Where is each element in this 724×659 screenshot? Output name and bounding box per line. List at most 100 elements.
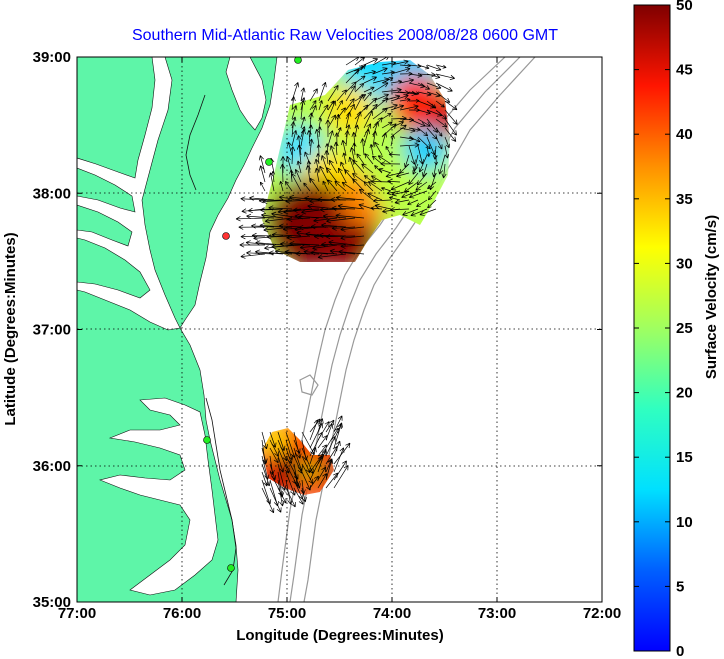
velocity-arrow [268, 172, 275, 192]
velocity-arrow [390, 181, 410, 191]
velocity-arrow [321, 222, 347, 228]
velocity-arrow [322, 180, 329, 192]
colorbar-tick-label: 10 [676, 514, 693, 531]
velocity-arrow [333, 141, 339, 156]
velocity-arrow [363, 103, 378, 120]
velocity-arrow [309, 177, 320, 192]
velocity-arrow [417, 145, 424, 165]
velocity-arrow [301, 487, 307, 503]
velocity-arrow [345, 103, 355, 120]
velocity-arrow [312, 244, 338, 251]
velocity-arrow [277, 487, 287, 504]
velocity-arrow [287, 216, 311, 222]
velocity-arrow [246, 213, 275, 219]
velocity-arrow [372, 67, 388, 75]
velocity-arrow [300, 99, 306, 120]
velocity-arrow [340, 243, 365, 249]
velocity-arrow [344, 130, 350, 147]
velocity-arrow [417, 64, 430, 70]
velocity-arrow [345, 111, 352, 129]
velocity-arrow [435, 82, 453, 92]
velocity-arrow [352, 178, 365, 192]
velocity-arrow [352, 159, 365, 174]
velocity-arrow [377, 155, 392, 165]
velocity-arrow [291, 130, 298, 147]
velocity-arrow [308, 124, 314, 138]
velocity-arrow [435, 127, 443, 137]
velocity-arrow [427, 190, 437, 201]
velocity-arrow [435, 73, 455, 80]
velocity-arrow [317, 466, 327, 481]
velocity-arrow [417, 109, 431, 115]
velocity-arrow [444, 145, 450, 159]
velocity-arrow [390, 94, 409, 102]
velocity-arrow [333, 460, 347, 481]
velocity-arrow [416, 199, 428, 208]
velocity-arrow [309, 447, 317, 465]
velocity-arrow [426, 145, 431, 157]
velocity-arrow [444, 118, 457, 136]
x-tick-label: 76:00 [163, 605, 201, 622]
velocity-arrow [328, 159, 338, 174]
velocity-arrow [239, 242, 266, 248]
velocity-arrow [300, 129, 306, 147]
velocity-arrow [336, 127, 342, 138]
velocity-arrow [435, 109, 447, 120]
velocity-arrow [372, 82, 389, 93]
velocity-arrow [259, 223, 284, 229]
velocity-arrow [374, 141, 383, 156]
velocity-arrow [268, 205, 293, 211]
velocity-arrow [364, 153, 374, 165]
velocity-arrow [309, 455, 323, 481]
velocity-arrow [390, 207, 410, 213]
velocity-arrow [372, 130, 378, 147]
velocity-arrow [380, 161, 401, 167]
velocity-arrow [329, 145, 338, 165]
colorbar-tick-label: 25 [676, 320, 693, 337]
velocity-arrow [246, 250, 275, 256]
velocity-arrow [358, 203, 374, 210]
velocity-arrow [326, 167, 338, 183]
velocity-arrow [316, 144, 321, 156]
velocity-arrow [325, 458, 334, 481]
velocity-arrow [399, 78, 414, 84]
radar-stations [203, 57, 302, 572]
velocity-arrow [309, 475, 319, 489]
velocity-arrow [417, 118, 431, 127]
velocity-arrow [374, 165, 383, 174]
velocity-arrow [330, 197, 356, 203]
velocity-arrow [438, 154, 446, 175]
velocity-arrow [324, 150, 330, 165]
y-axis-label: Latitude (Degrees:Minutes) [2, 232, 19, 425]
colorbar-label: Surface Velocity (cm/s) [703, 215, 720, 379]
velocity-arrow [408, 172, 419, 186]
velocity-arrow [329, 248, 356, 255]
velocity-arrow [333, 442, 351, 465]
velocity-arrow [381, 112, 392, 120]
velocity-arrow [354, 104, 369, 120]
velocity-arrow [287, 141, 293, 156]
velocity-arrow [426, 82, 442, 90]
velocity-arrow [408, 91, 420, 96]
velocity-arrow [310, 250, 338, 256]
velocity-arrow [427, 181, 437, 190]
x-axis-label: Longitude (Degrees:Minutes) [236, 627, 444, 644]
x-tick-label: 72:00 [583, 605, 621, 622]
velocity-arrow [390, 104, 405, 111]
velocity-arrow [318, 104, 329, 120]
velocity-arrow [338, 167, 347, 183]
colorbar-tick-label: 45 [676, 62, 693, 79]
velocity-arrow [372, 97, 389, 111]
velocity-arrow [314, 167, 320, 183]
velocity-arrow [331, 205, 356, 211]
velocity-arrow [294, 169, 302, 183]
velocity-arrow [317, 126, 322, 138]
velocity-arrow [300, 87, 306, 102]
velocity-arrow [417, 136, 431, 150]
velocity-arrow [291, 105, 298, 120]
velocity-arrow [325, 436, 336, 457]
velocity-arrow [426, 100, 437, 109]
velocity-arrow [335, 213, 365, 219]
velocity-arrow [264, 217, 293, 224]
velocity-arrow [399, 97, 411, 102]
